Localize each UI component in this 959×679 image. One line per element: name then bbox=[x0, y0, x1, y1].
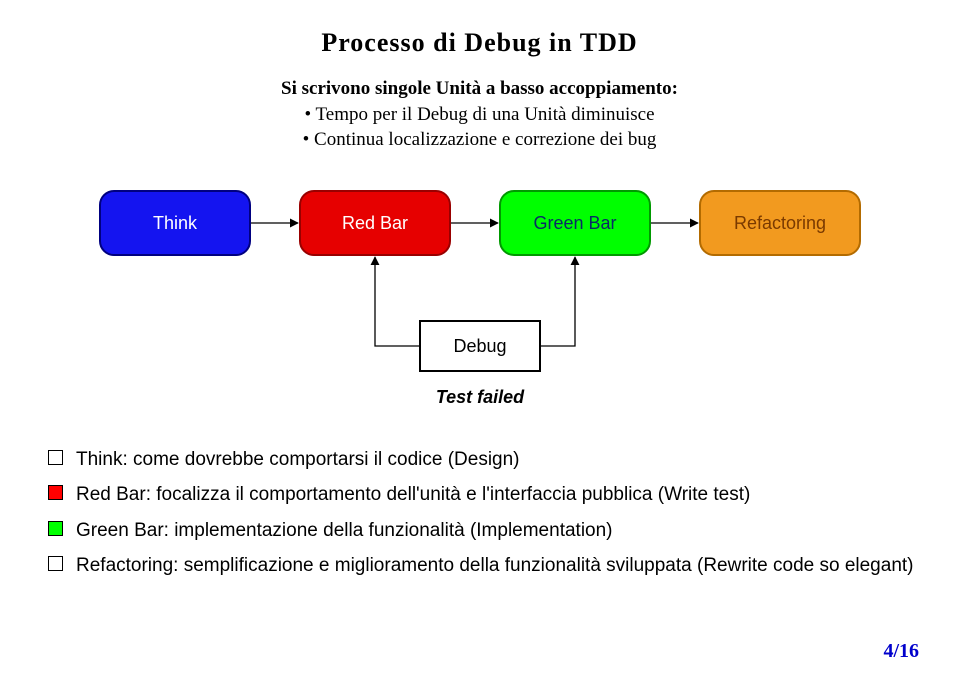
bullet-item: Think: come dovrebbe comportarsi il codi… bbox=[48, 445, 919, 474]
subtitle: Si scrivono singole Unità a basso accopp… bbox=[40, 76, 919, 153]
bullet-item: Red Bar: focalizza il comportamento dell… bbox=[48, 480, 919, 509]
page-number: 4/16 bbox=[883, 640, 919, 663]
subtitle-bullet-0: Tempo per il Debug di una Unità diminuis… bbox=[304, 104, 654, 125]
subtitle-bullet-1: Continua localizzazione e correzione dei… bbox=[303, 129, 657, 150]
flow-diagram: Think Red Bar Green Bar Refactoring Debug Tes… bbox=[40, 181, 919, 421]
flow-node-label: Debug bbox=[453, 336, 506, 356]
subtitle-lead: Si scrivono singole Unità a basso accopp… bbox=[281, 78, 678, 99]
flow-edge bbox=[375, 257, 420, 346]
flow-node-label: Green Bar bbox=[533, 213, 616, 233]
bullet-item: Refactoring: semplificazione e miglioram… bbox=[48, 551, 919, 580]
flow-node-label: Red Bar bbox=[341, 213, 407, 233]
bullet-item: Green Bar: implementazione della funzion… bbox=[48, 516, 919, 545]
diagram-caption: Test failed bbox=[435, 387, 524, 407]
flow-node-label: Refactoring bbox=[733, 213, 825, 233]
slide-title: Processo di Debug in TDD bbox=[40, 28, 919, 58]
flow-node-label: Think bbox=[152, 213, 197, 233]
bullet-list: Think: come dovrebbe comportarsi il codi… bbox=[48, 445, 919, 581]
flow-edge bbox=[540, 257, 575, 346]
